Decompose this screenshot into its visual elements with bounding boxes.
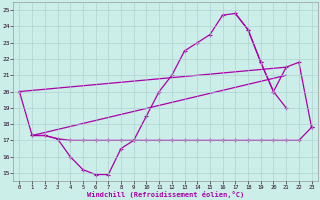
X-axis label: Windchill (Refroidissement éolien,°C): Windchill (Refroidissement éolien,°C) bbox=[87, 191, 244, 198]
